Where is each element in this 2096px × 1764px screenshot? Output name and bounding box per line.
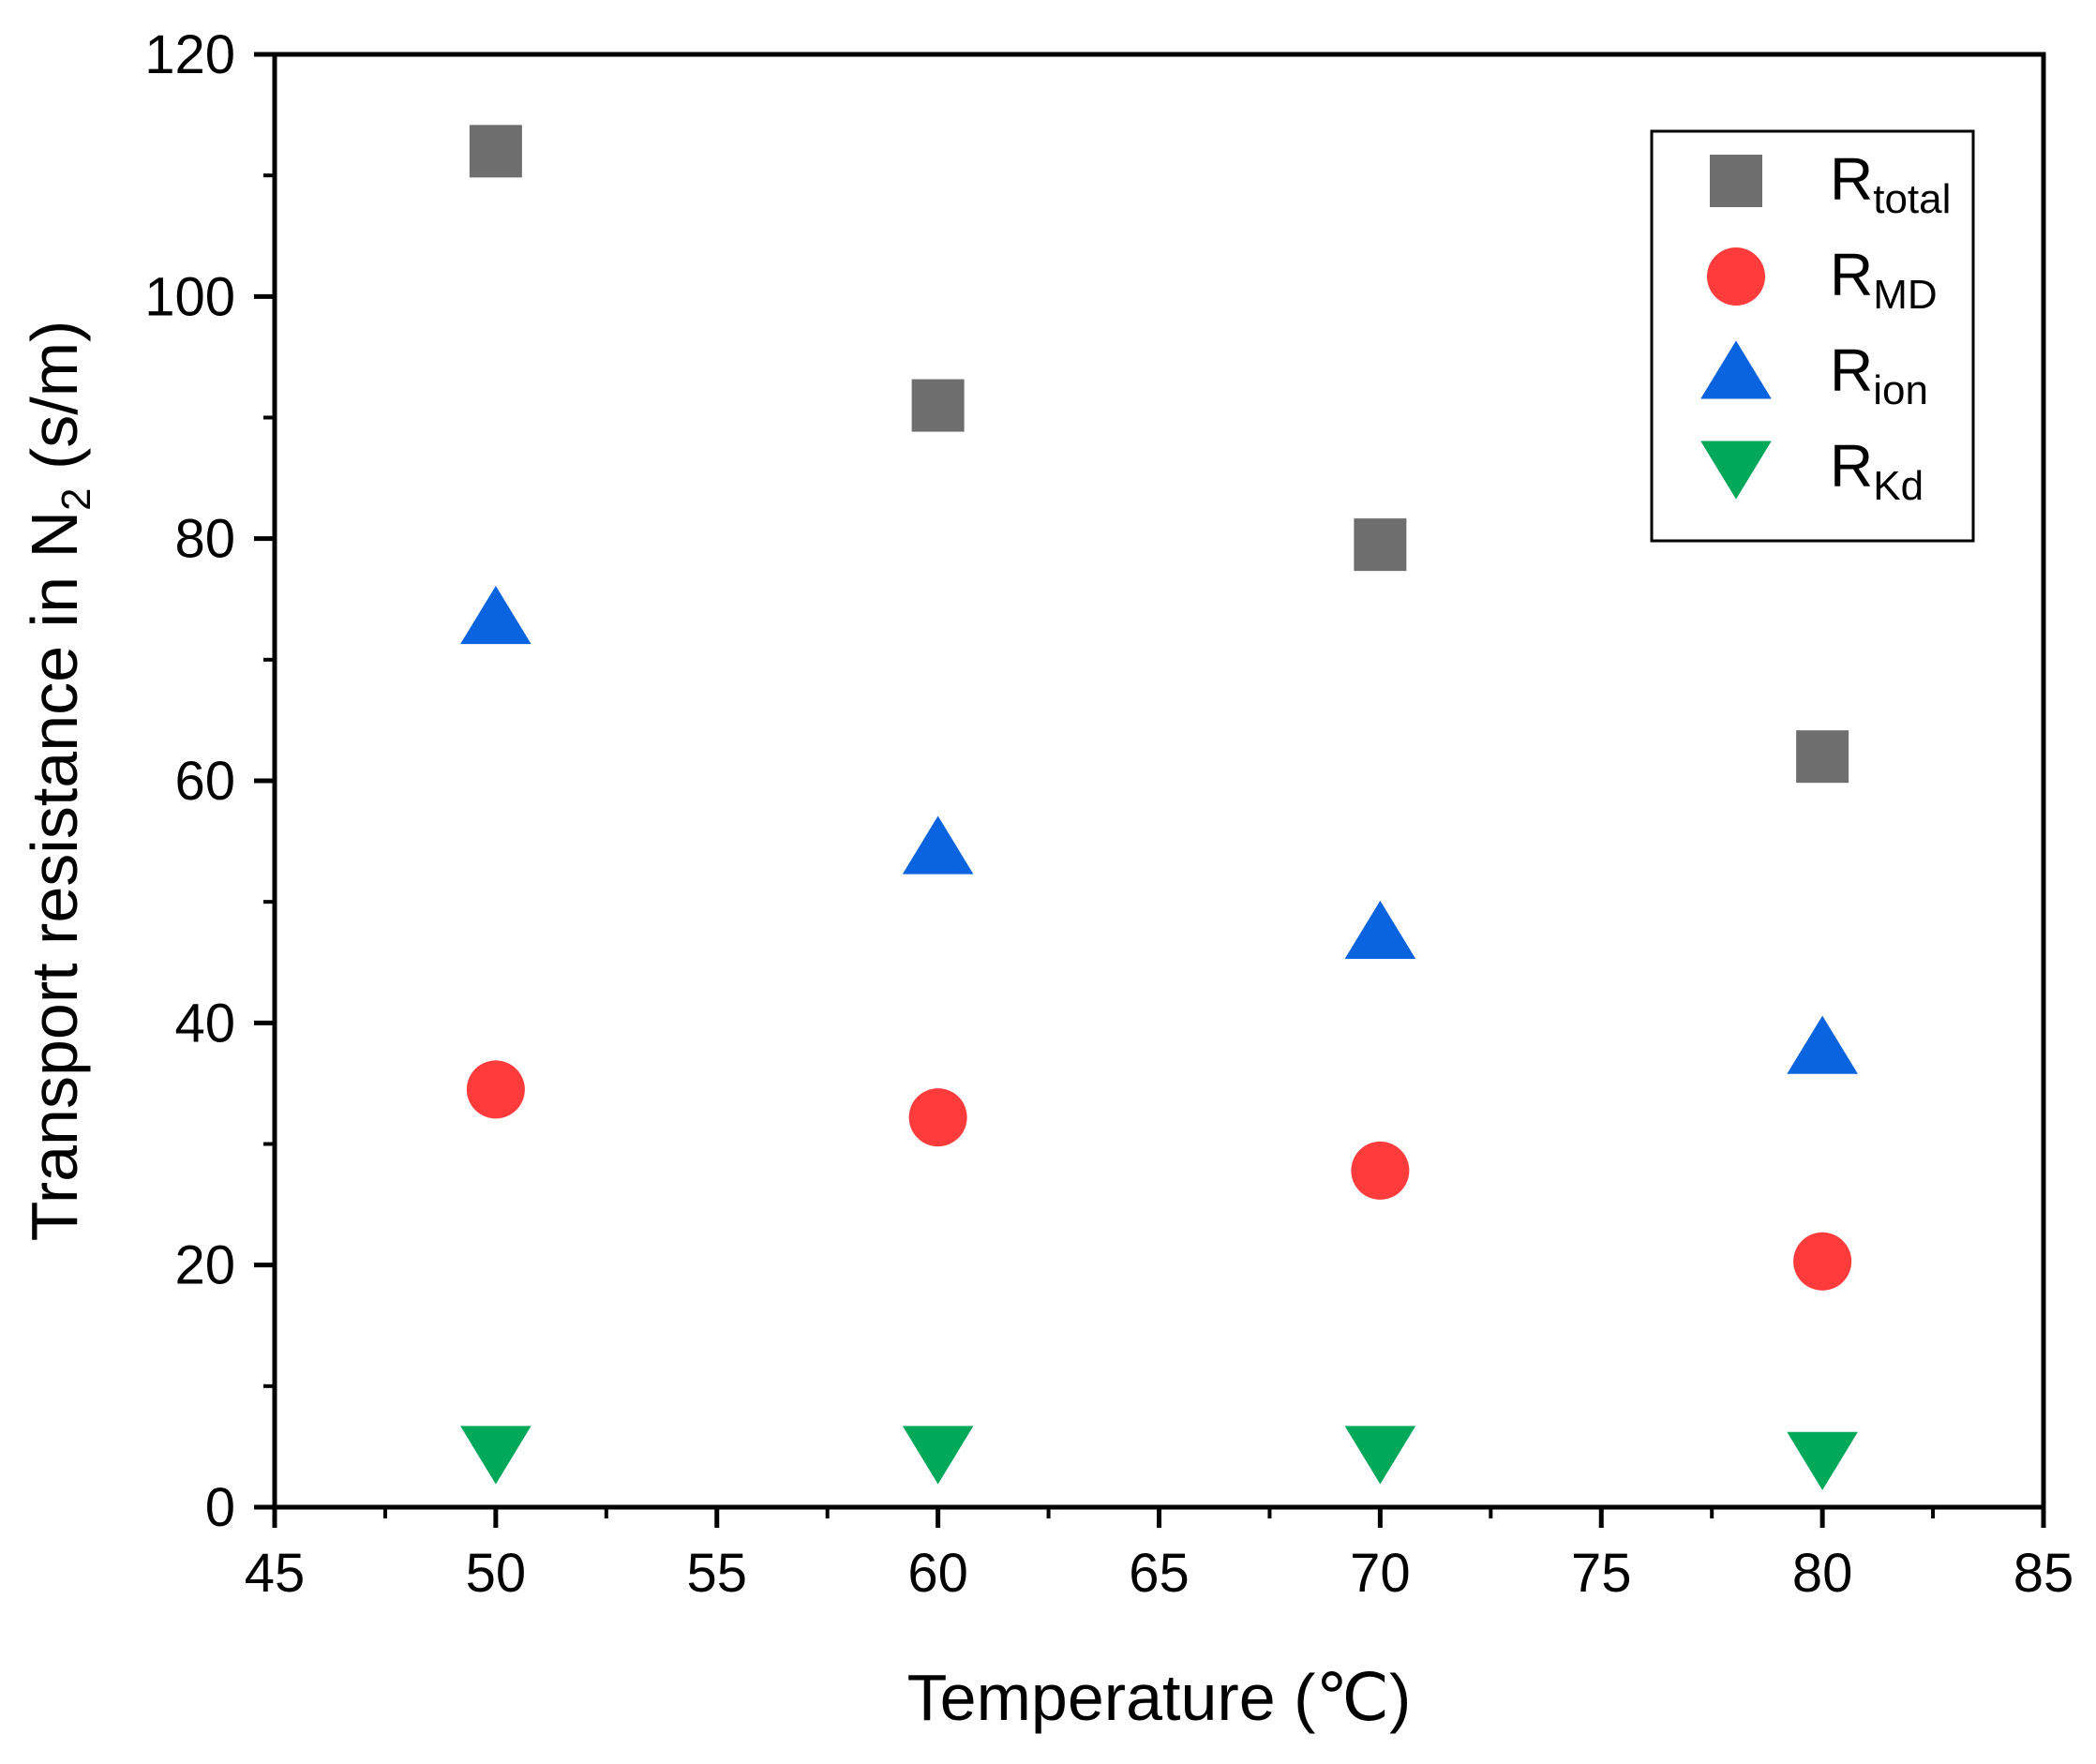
data-points <box>460 125 1858 1490</box>
legend-label-main: R <box>1830 145 1873 213</box>
legend-item-r-md: RMD <box>1707 241 1938 318</box>
legend-item-r-ion: Rion <box>1700 336 1928 413</box>
x-tick-label: 55 <box>686 1543 747 1604</box>
y-tick-label: 0 <box>205 1477 235 1538</box>
x-tick-label: 80 <box>1792 1543 1853 1604</box>
y-tick-label: 120 <box>144 24 235 85</box>
legend-label-subscript: MD <box>1873 272 1937 318</box>
legend-label: RMD <box>1830 241 1938 318</box>
point-r-ion <box>1787 1015 1858 1074</box>
y-tick-label: 100 <box>144 266 235 327</box>
x-tick-label: 60 <box>907 1543 968 1604</box>
y-axis-title-suffix: (s/m) <box>18 321 91 488</box>
point-r-ion <box>902 815 974 875</box>
point-r-ion <box>1344 900 1416 960</box>
legend-box <box>1650 129 1975 543</box>
legend-label-subscript: ion <box>1873 367 1928 413</box>
x-tick-label: 50 <box>466 1543 527 1604</box>
point-r-total <box>911 379 965 432</box>
point-r-total <box>1354 518 1407 572</box>
point-r-md <box>1793 1232 1852 1291</box>
y-tick-label: 80 <box>174 509 235 570</box>
x-tick-label: 45 <box>245 1543 306 1604</box>
point-r-kd <box>902 1426 974 1485</box>
legend-label-subscript: total <box>1873 176 1951 222</box>
legend-label: Rion <box>1830 336 1928 413</box>
point-r-md <box>1351 1141 1410 1200</box>
legend-marker-r-total <box>1710 155 1762 207</box>
y-tick-label: 20 <box>174 1235 235 1296</box>
point-r-ion <box>460 586 531 645</box>
axis-ticks: 45 50 55 60 65 70 75 80 85 0 20 40 60 80 100 120 <box>144 24 2074 1604</box>
point-r-kd <box>460 1426 531 1485</box>
x-axis-title: Temperature (℃) <box>907 1661 1412 1734</box>
legend-marker-r-kd <box>1700 441 1772 500</box>
y-axis-title-prefix: Transport resistance in N <box>18 511 91 1241</box>
legend-item-r-total: Rtotal <box>1710 145 1951 222</box>
legend-label: RKd <box>1830 432 1924 509</box>
legend-label: Rtotal <box>1830 145 1951 222</box>
y-axis-title-subscript: 2 <box>53 487 99 510</box>
point-r-total <box>1796 730 1849 784</box>
point-r-kd <box>1787 1431 1858 1490</box>
legend-label-main: R <box>1830 336 1873 404</box>
legend-label-main: R <box>1830 432 1873 500</box>
point-r-total <box>469 125 522 178</box>
legend-marker-r-ion <box>1700 340 1772 399</box>
y-tick-label: 60 <box>174 751 235 812</box>
x-tick-label: 70 <box>1350 1543 1411 1604</box>
legend-marker-r-md <box>1707 247 1765 306</box>
legend-label-main: R <box>1830 241 1873 308</box>
legend-label-subscript: Kd <box>1873 463 1924 509</box>
legend-item-r-kd: RKd <box>1700 432 1924 509</box>
plot-frame <box>272 52 2046 1510</box>
point-r-md <box>466 1060 525 1119</box>
point-r-kd <box>1344 1426 1416 1485</box>
x-tick-label: 65 <box>1129 1543 1190 1604</box>
x-tick-label: 75 <box>1571 1543 1632 1604</box>
y-tick-label: 40 <box>174 993 235 1054</box>
y-axis-title: Transport resistance in N2 (s/m) <box>18 321 99 1242</box>
x-tick-label: 85 <box>2014 1543 2074 1604</box>
point-r-md <box>908 1088 967 1147</box>
